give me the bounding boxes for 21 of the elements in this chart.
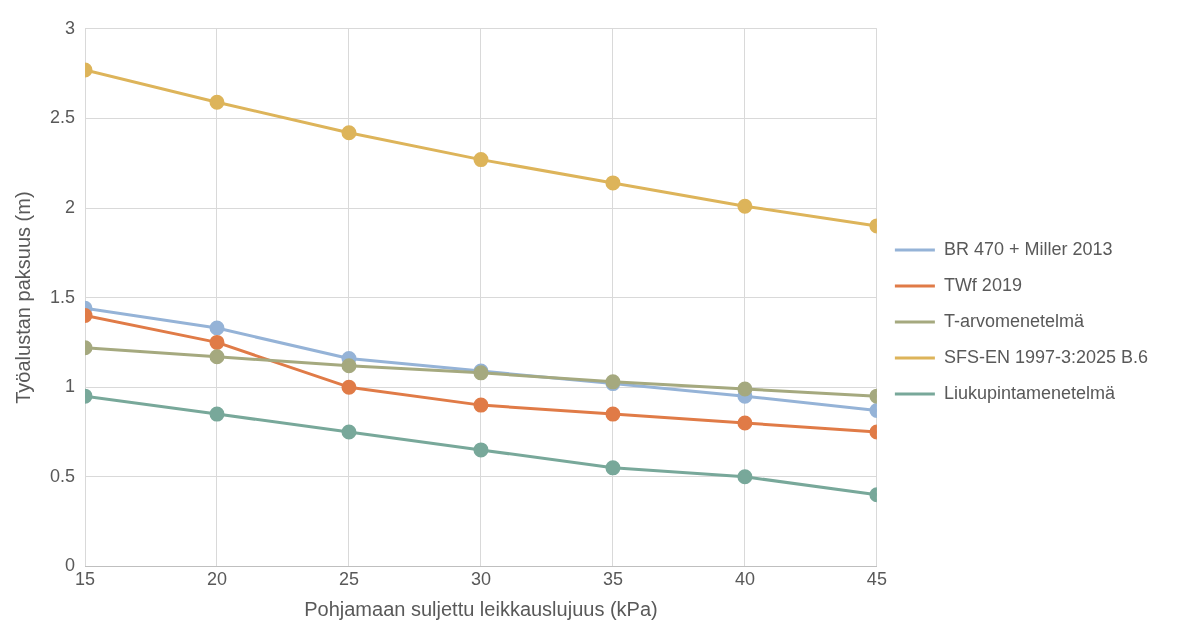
y-tick-label: 1.5 [49,286,76,307]
y-tick-label: 2 [65,196,76,217]
x-tick-label: 45 [866,569,887,590]
x-tick-label: 20 [206,569,228,590]
x-tick-label: 25 [338,569,359,590]
legend-label: BR 470 + Miller 2013 [943,238,1113,259]
legend-label: TWf 2019 [943,274,1022,295]
x-tick-label: 15 [75,569,96,590]
y-tick-label: 0 [65,555,76,576]
x-tick-label: 30 [470,569,491,590]
y-tick-label: 3 [65,17,76,38]
legend-label: T-arvomenetelmä [943,310,1085,331]
legend-label: SFS-EN 1997-3:2025 B.6 [943,346,1149,367]
x-tick-label: 35 [602,569,623,590]
y-tick-label: 1 [65,376,76,397]
x-axis-title: Pohjamaan suljettu leikkauslujuus (kPa) [304,597,658,620]
legend-label: Liukupintamenetelmä [943,382,1116,403]
y-axis-title: Työalustan paksuus (m) [11,191,34,404]
y-tick-label: 2.5 [49,107,76,128]
y-tick-label: 0.5 [49,465,76,486]
x-tick-label: 40 [734,569,755,590]
